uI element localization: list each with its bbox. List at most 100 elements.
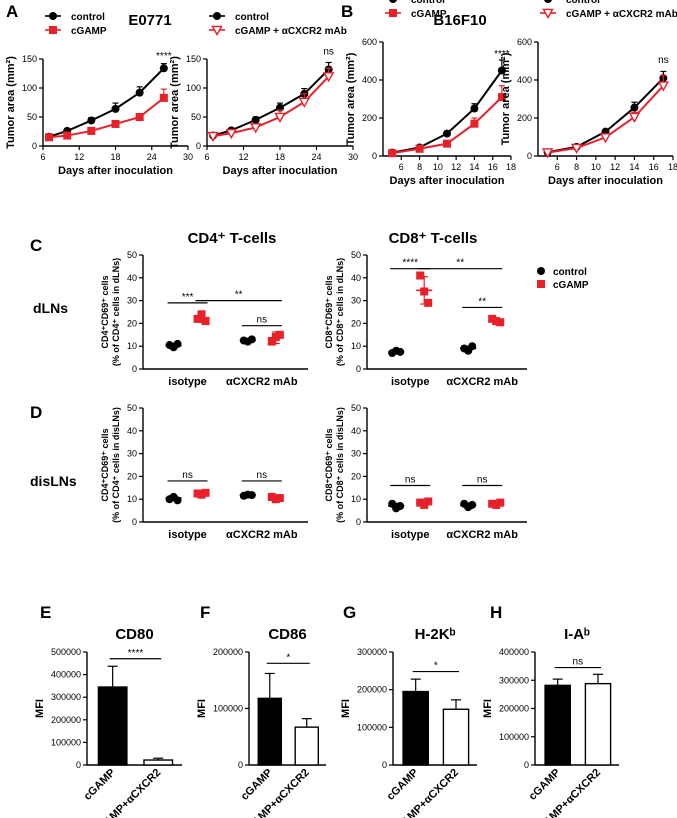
y-tick-label: 20 — [351, 471, 361, 481]
x-tick-label: 8 — [417, 162, 422, 172]
data-point — [388, 149, 397, 158]
x-tick-label: 30 — [348, 152, 358, 162]
panel-label-f: F — [200, 603, 210, 622]
title-e0771: E0771 — [128, 12, 171, 29]
x-tick-label: 6 — [399, 162, 404, 172]
chart-a1: 0 50 100 150 6 12 18 24 30 Days after inoculation… — [5, 12, 193, 177]
x-axis-label: Days after inoculation — [223, 165, 338, 177]
chart-d1: 0 10 20 30 40 50 isotype αCXCR2 mAb CD4⁺CD69⁺ ce… — [100, 403, 308, 541]
y-axis-label: CD4⁺CD69⁺ cells — [100, 275, 110, 348]
data-point — [470, 104, 479, 113]
y-tick-label: 600 — [517, 37, 532, 47]
x-tick-label: 18 — [506, 162, 516, 172]
chart-title: CD86 — [268, 626, 306, 643]
legend-label: control — [71, 12, 105, 23]
y-tick-label: 400000 — [51, 670, 81, 680]
y-tick-label: 100000 — [51, 737, 81, 747]
data-point — [470, 119, 479, 128]
x-category-label: αCXCR2 mAb — [226, 376, 298, 388]
legend-label: cGAMP + αCXCR2 mAb — [235, 26, 347, 37]
significance-label: ns — [182, 470, 193, 481]
y-axis-label: MFI — [34, 699, 46, 718]
bar — [442, 708, 470, 766]
title-cd4-t-cells: CD4⁺ T-cells — [188, 230, 277, 247]
legend-marker — [211, 25, 223, 36]
data-point — [628, 112, 641, 123]
significance-label: ** — [478, 296, 486, 307]
y-tick-label: 20 — [351, 318, 361, 328]
x-category-label: cGAMP — [239, 767, 275, 803]
y-tick-label: 10 — [127, 341, 137, 351]
panel-label-d: D — [30, 403, 42, 422]
data-point — [225, 128, 238, 140]
y-axis-label: CD8⁺CD69⁺ cells — [324, 428, 334, 501]
y-axis-sublabel: (% of CD4⁺ cells in dLNs) — [111, 258, 121, 366]
data-point — [135, 88, 144, 97]
x-tick-label: 30 — [183, 152, 193, 162]
bar — [584, 682, 612, 766]
y-tick-label: 10 — [351, 494, 361, 504]
y-tick-label: 0 — [382, 760, 387, 770]
y-tick-label: 50 — [127, 250, 137, 260]
y-tick-label: 20 — [127, 471, 137, 481]
y-tick-label: 100000 — [213, 704, 243, 714]
significance-label: ** — [235, 290, 243, 301]
x-category-label: isotype — [168, 529, 207, 541]
bar — [257, 697, 283, 766]
significance-label: ns — [658, 55, 669, 66]
y-axis-label: MFI — [482, 699, 494, 718]
x-axis-label: Days after inoculation — [548, 175, 663, 187]
chart-title: I-Aᵇ — [564, 626, 590, 643]
x-category-label: αCXCR2 mAb — [446, 529, 518, 541]
data-point — [45, 133, 54, 142]
y-tick-label: 50 — [351, 250, 361, 260]
legend-label: cGAMP — [71, 26, 107, 37]
legend-cgamp-label: cGAMP — [553, 280, 589, 291]
data-point — [322, 72, 335, 83]
y-tick-label: 0 — [356, 364, 361, 374]
data-point — [159, 93, 168, 102]
legend-marker — [49, 26, 57, 34]
significance-label: **** — [128, 648, 144, 659]
legend-marker — [542, 8, 554, 19]
bar — [97, 686, 128, 766]
x-tick-label: 18 — [668, 162, 677, 172]
x-category-label: cGAMP — [527, 767, 563, 803]
data-point — [497, 93, 506, 102]
x-tick-label: 6 — [204, 152, 209, 162]
x-category-label: isotype — [168, 376, 207, 388]
x-tick-label: 18 — [110, 152, 120, 162]
title-b16f10: B16F10 — [433, 12, 486, 29]
y-tick-label: 0 — [196, 141, 201, 151]
row-label-dlns: dLNs — [33, 300, 68, 316]
x-tick-label: 16 — [488, 162, 498, 172]
data-point — [193, 314, 202, 323]
chart-e: 0 100000 200000 300000 400000 500000 CD80 MFI cG… — [34, 626, 182, 818]
significance-label: ns — [257, 315, 268, 326]
significance-label: * — [434, 661, 438, 672]
chart-c1: 0 10 20 30 40 50 isotype αCXCR2 mAb CD4⁺CD69⁺ ce… — [100, 250, 308, 388]
legend-label: control — [566, 0, 600, 6]
legend-marker — [389, 9, 397, 17]
y-tick-label: 0 — [32, 141, 37, 151]
significance-label: ns — [405, 475, 416, 486]
x-category-label: αCXCR2 mAb — [226, 529, 298, 541]
significance-label: * — [286, 652, 290, 663]
data-point — [274, 112, 286, 123]
y-tick-label: 0 — [76, 760, 81, 770]
series-line — [212, 68, 330, 137]
data-point — [63, 131, 72, 140]
bar — [402, 690, 429, 766]
data-point — [267, 337, 276, 346]
y-tick-label: 10 — [351, 341, 361, 351]
y-tick-label: 50 — [27, 112, 37, 122]
legend-label: cGAMP + αCXCR2 mAb — [566, 9, 677, 20]
data-point — [135, 113, 144, 121]
legend-marker — [544, 0, 552, 3]
x-tick-label: 6 — [555, 162, 560, 172]
row-label-dislns: disLNs — [30, 473, 77, 489]
y-axis-sublabel: (% of CD8⁺ cells in dLNs) — [335, 258, 345, 366]
y-tick-label: 100 — [186, 83, 201, 93]
